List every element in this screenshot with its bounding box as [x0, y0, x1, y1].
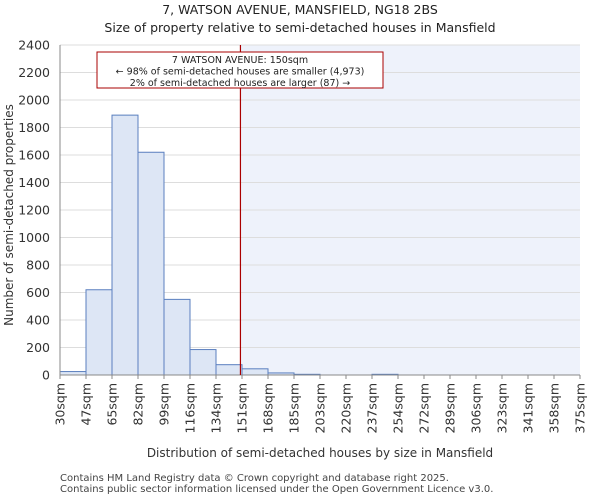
y-tick-label: 0 — [42, 368, 50, 383]
x-tick-label: 116sqm — [183, 383, 198, 433]
histogram-bar — [137, 151, 165, 376]
histogram-bar — [59, 371, 87, 376]
annotation-line: 2% of semi-detached houses are larger (8… — [130, 78, 350, 89]
annotation-line: 7 WATSON AVENUE: 150sqm — [172, 55, 308, 66]
y-tick-label: 800 — [26, 258, 50, 273]
histogram-bar — [163, 298, 191, 376]
y-tick-label: 2400 — [18, 38, 50, 53]
x-tick-label: 203sqm — [313, 383, 328, 433]
x-tick-label: 254sqm — [391, 383, 406, 433]
y-tick-label: 1000 — [18, 230, 50, 245]
y-tick-label: 200 — [26, 340, 50, 355]
x-tick-label: 30sqm — [53, 383, 68, 426]
annotation-box — [96, 51, 384, 89]
histogram-bar — [111, 114, 139, 376]
x-tick-label: 47sqm — [79, 383, 94, 426]
y-tick-label: 1800 — [18, 120, 50, 135]
chart-title: 7, WATSON AVENUE, MANSFIELD, NG18 2BS — [162, 2, 438, 17]
x-tick-label: 168sqm — [261, 383, 276, 433]
y-tick-label: 400 — [26, 313, 50, 328]
histogram-bar — [189, 349, 217, 376]
footer-copyright: Contains HM Land Registry data © Crown c… — [60, 473, 449, 484]
y-tick-label: 1200 — [18, 203, 50, 218]
histogram-bar — [215, 364, 243, 376]
footer-licence: Contains public sector information licen… — [60, 484, 494, 495]
annotation-line: ← 98% of semi-detached houses are smalle… — [116, 67, 365, 78]
y-tick-label: 2200 — [18, 65, 50, 80]
x-tick-label: 341sqm — [521, 383, 536, 433]
y-tick-label: 1600 — [18, 148, 50, 163]
x-tick-label: 134sqm — [209, 383, 224, 433]
x-tick-label: 237sqm — [365, 383, 380, 433]
chart-subtitle: Size of property relative to semi-detach… — [104, 20, 496, 35]
x-tick-label: 323sqm — [495, 383, 510, 433]
y-tick-label: 2000 — [18, 93, 50, 108]
x-tick-label: 185sqm — [287, 383, 302, 433]
x-tick-label: 65sqm — [105, 383, 120, 426]
x-tick-label: 82sqm — [131, 383, 146, 426]
histogram-bar — [85, 289, 113, 376]
histogram-bar — [241, 368, 269, 376]
x-tick-label: 306sqm — [469, 383, 484, 433]
x-tick-label: 220sqm — [339, 383, 354, 433]
x-tick-label: 358sqm — [547, 383, 562, 433]
x-tick-label: 272sqm — [417, 383, 432, 433]
x-tick-label: 375sqm — [573, 383, 588, 433]
y-tick-label: 1400 — [18, 175, 50, 190]
x-axis-label: Distribution of semi-detached houses by … — [147, 446, 493, 460]
y-tick-label: 600 — [26, 285, 50, 300]
x-tick-label: 99sqm — [157, 383, 172, 426]
y-axis-label: Number of semi-detached properties — [2, 104, 16, 326]
x-tick-label: 289sqm — [443, 383, 458, 433]
x-tick-label: 151sqm — [235, 383, 250, 433]
